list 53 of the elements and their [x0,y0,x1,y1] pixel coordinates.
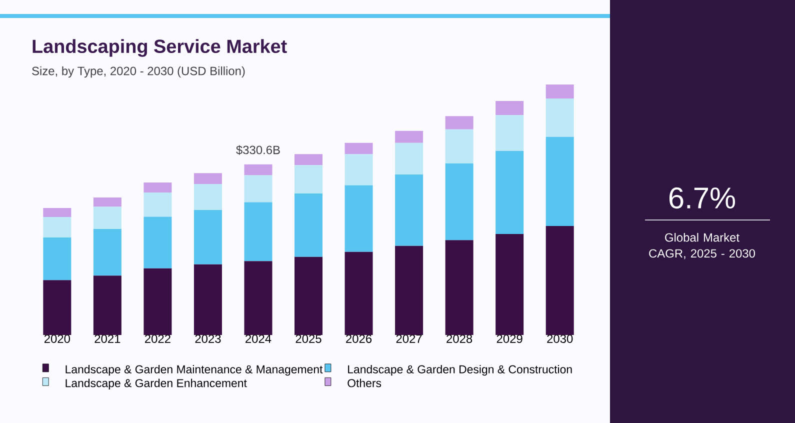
bar [395,174,424,246]
bar [496,101,524,116]
bar [496,234,524,335]
legend-label: Others [348,378,382,388]
text: Global Market CAGR, 2025 - 2030 [649,232,756,260]
bar [344,154,373,186]
bar [93,276,122,335]
legend-label: Landscape & Garden Enhancement [66,378,247,390]
bar [546,84,574,99]
bar [144,216,172,268]
bar [546,136,574,226]
bar [244,202,272,262]
bar [496,115,524,151]
bar [445,129,474,164]
bar [294,165,323,194]
bar [395,246,424,335]
chart-subtitle: Size, by Type, 2020 - 2030 (USD Billion) [32,66,245,78]
bar [546,98,574,137]
bar [93,197,122,207]
annotation: $330.6B [236,145,280,155]
bar [294,154,323,166]
bar [344,185,373,252]
bar [244,164,272,176]
bar [43,208,72,218]
bar [194,210,222,264]
bar [93,206,122,230]
bar [294,256,323,335]
bar [244,261,272,335]
bar [445,116,474,130]
bar [344,252,373,335]
bar [244,175,272,202]
bar [144,182,172,192]
bar [43,238,72,280]
bar [43,280,72,335]
bar [395,142,424,174]
legend-label: Landscape & Garden Design & Construction [348,364,572,376]
bar [445,240,474,335]
bar [194,184,222,210]
bar [395,130,424,143]
legend-label: Landscape & Garden Maintenance & Management [66,364,323,376]
bar [194,264,222,335]
bar [294,193,323,257]
text: 6.7% [669,187,736,209]
bar [496,150,524,234]
bar [144,268,172,335]
bar [344,142,373,154]
bar [43,217,72,238]
chart-title: Landscaping Service Market [32,39,287,57]
bar [144,192,172,217]
bar [194,173,222,184]
bar [546,226,574,335]
bar [445,163,474,240]
bar [93,229,122,276]
